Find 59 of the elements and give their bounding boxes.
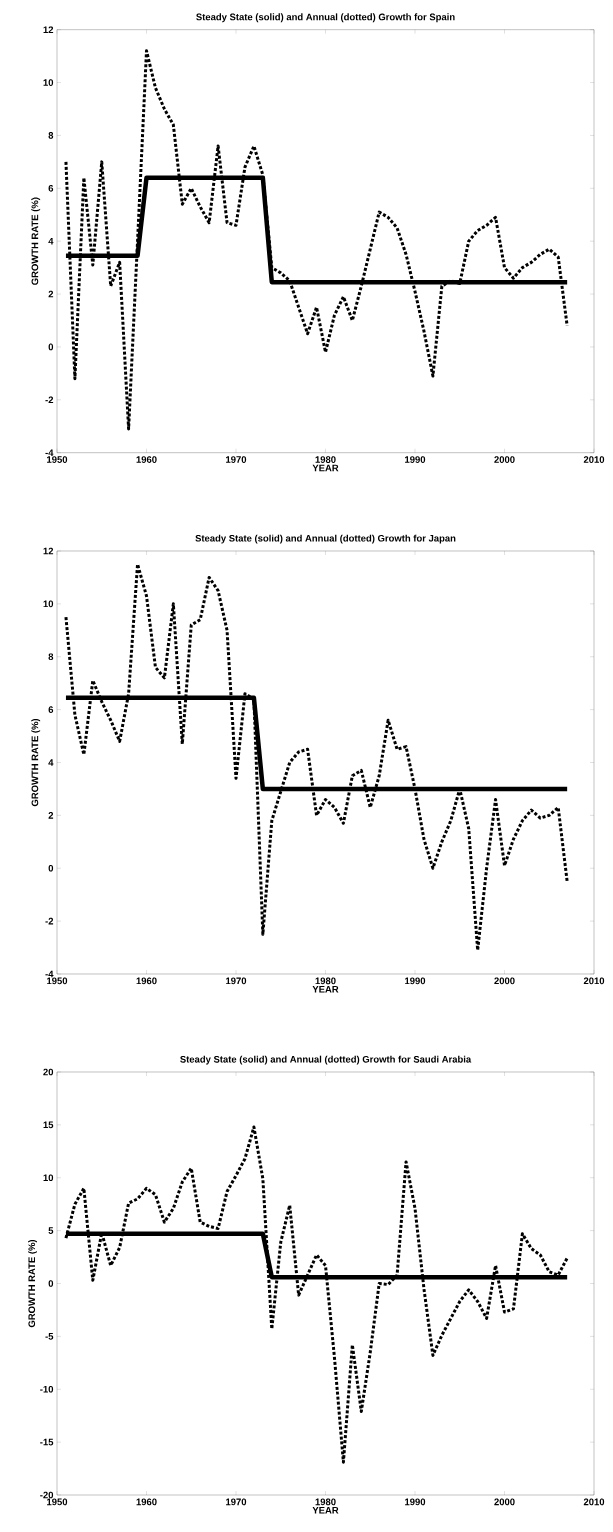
y-tick-label: -10	[40, 1385, 54, 1393]
x-tick-label: 2000	[494, 977, 515, 985]
y-tick-label: 6	[48, 706, 54, 713]
y-axis-title: GROWTH RATE (%)	[31, 197, 41, 285]
x-tick-label: 2010	[583, 977, 605, 985]
y-tick-label: 8	[48, 653, 54, 661]
y-tick-label: 20	[43, 1068, 54, 1076]
x-axis-title: YEAR	[312, 464, 339, 472]
x-tick-label: 2000	[494, 456, 515, 463]
y-tick-label: 4	[48, 237, 54, 245]
x-tick-label: 1960	[136, 977, 157, 985]
y-tick-label: 0	[48, 343, 54, 351]
x-tick-label: 1970	[226, 1498, 247, 1506]
y-tick-label: -4	[45, 970, 54, 978]
y-tick-label: 0	[48, 864, 54, 872]
x-tick-label: 1970	[226, 456, 247, 463]
x-tick-label: 2000	[494, 1498, 515, 1506]
chart-title: Steady State (solid) and Annual (dotted) Growth for Japan	[195, 534, 456, 544]
x-tick-label: 1980	[315, 1498, 336, 1506]
line-series	[64, 1125, 569, 1464]
y-tick-label: 10	[43, 600, 54, 608]
y-tick-label: 6	[48, 184, 54, 192]
x-tick-label: 1970	[226, 977, 247, 985]
x-tick-label: 1950	[47, 456, 68, 463]
y-tick-label: 4	[48, 759, 54, 766]
y-tick-label: 0	[48, 1280, 54, 1287]
x-tick-label: 1980	[315, 977, 336, 985]
x-tick-label: 1990	[405, 1498, 426, 1506]
line-series	[64, 562, 569, 952]
x-tick-label: 1990	[405, 977, 426, 985]
y-tick-label: 12	[43, 547, 54, 555]
y-tick-label: -2	[45, 396, 54, 404]
y-tick-label: -15	[40, 1438, 54, 1446]
y-tick-label: 10	[43, 1174, 54, 1182]
y-tick-label: 2	[48, 290, 54, 298]
y-tick-label: 5	[48, 1227, 54, 1234]
y-tick-label: -5	[45, 1333, 54, 1340]
chart-title: Steady State (solid) and Annual (dotted) Growth for Saudi Arabia	[180, 1055, 472, 1065]
chart-title: Steady State (solid) and Annual (dotted) Growth for Spain	[196, 13, 455, 23]
x-tick-label: 1960	[136, 1498, 157, 1506]
y-tick-label: -2	[45, 917, 54, 925]
y-tick-label: 12	[43, 26, 54, 33]
x-tick-label: 1950	[47, 977, 68, 985]
y-tick-label: 2	[48, 812, 54, 819]
x-axis-title: YEAR	[312, 1507, 339, 1514]
x-tick-label: 1980	[315, 456, 336, 463]
y-axis-title: GROWTH RATE (%)	[31, 718, 41, 807]
x-tick-label: 1960	[136, 456, 157, 463]
x-tick-label: 1990	[405, 456, 426, 463]
y-tick-label: 10	[43, 79, 54, 86]
y-tick-label: -4	[45, 449, 54, 456]
y-tick-label: 8	[48, 132, 54, 139]
x-axis-title: YEAR	[312, 986, 339, 993]
x-tick-label: 1950	[47, 1498, 68, 1506]
y-axis-title: GROWTH RATE (%)	[28, 1239, 37, 1328]
x-tick-label: 2010	[583, 1498, 605, 1506]
y-tick-label: 15	[43, 1121, 54, 1129]
y-tick-label: -20	[40, 1491, 54, 1499]
x-tick-label: 2010	[583, 456, 605, 463]
